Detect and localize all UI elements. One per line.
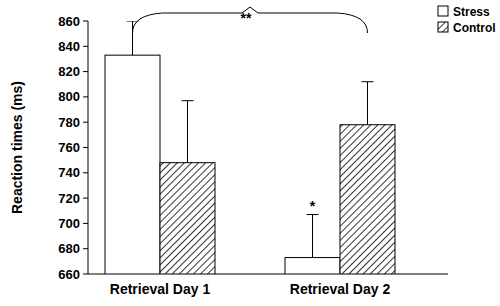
legend-label: Stress	[453, 5, 490, 19]
chart-container: 660 680 700 720 740 760 780 800 820 840 860 Reactio…	[0, 0, 500, 306]
y-tick-label: 800	[58, 89, 80, 104]
bar	[105, 55, 160, 274]
error-line	[312, 215, 313, 258]
y-tick	[83, 147, 88, 148]
y-tick	[83, 122, 88, 123]
error-bar	[182, 101, 194, 163]
bar	[285, 258, 340, 274]
y-tick-label: 760	[58, 140, 80, 155]
error-cap	[182, 100, 194, 101]
y-tick	[83, 274, 88, 275]
legend-swatch	[438, 6, 448, 16]
y-tick	[83, 46, 88, 47]
x-tick-label: Retrieval Day 1	[110, 281, 211, 297]
y-tick-label: 820	[58, 64, 80, 79]
y-tick-label: 860	[58, 14, 80, 29]
y-axis-label: Reaction times (ms)	[9, 81, 25, 214]
bar	[340, 125, 395, 274]
y-tick	[83, 172, 88, 173]
error-line	[367, 82, 368, 125]
legend-swatch	[438, 22, 448, 32]
y-tick	[83, 96, 88, 97]
y-tick-label: 700	[58, 216, 80, 231]
x-tick-label: Retrieval Day 2	[290, 281, 391, 297]
chart-svg: 660 680 700 720 740 760 780 800 820 840 860 Reactio…	[0, 0, 500, 306]
y-tick-label: 740	[58, 165, 80, 180]
y-tick-label: 680	[58, 241, 80, 256]
bars	[105, 21, 395, 274]
y-tick	[83, 198, 88, 199]
annotation: *	[310, 198, 316, 214]
y-tick-label: 780	[58, 115, 80, 130]
y-tick-label: 720	[58, 191, 80, 206]
y-tick-label: 660	[58, 267, 80, 282]
y-tick	[83, 223, 88, 224]
error-line	[132, 21, 133, 55]
error-line	[187, 101, 188, 163]
error-bar	[307, 215, 319, 258]
y-tick-label: 840	[58, 39, 80, 54]
error-bar	[362, 82, 374, 125]
legend-label: Control	[453, 21, 496, 35]
significance-bracket	[133, 7, 368, 33]
error-cap	[362, 81, 374, 82]
y-tick	[83, 248, 88, 249]
annotation: **	[241, 10, 252, 26]
error-bar	[127, 21, 139, 55]
y-tick	[83, 71, 88, 72]
bar	[160, 163, 215, 274]
error-cap	[307, 214, 319, 215]
y-tick	[83, 21, 88, 22]
